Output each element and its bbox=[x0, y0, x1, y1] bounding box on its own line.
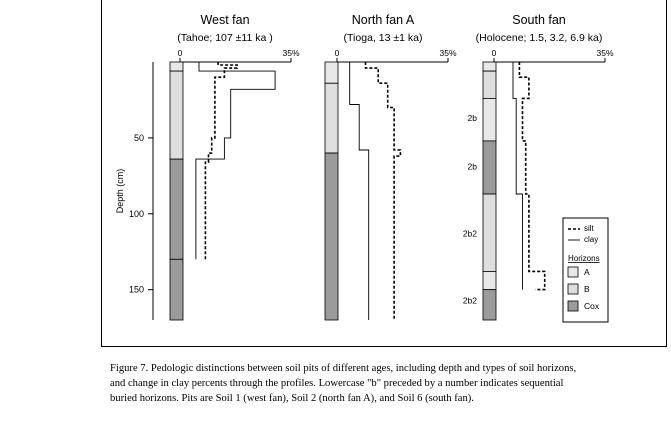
y-axis-label: Depth (cm) bbox=[115, 169, 125, 214]
panel-2-horizon-6 bbox=[482, 289, 497, 321]
legend-horizon-swatch-0 bbox=[567, 266, 579, 278]
legend-clay-label: clay bbox=[584, 235, 598, 244]
panel-1-horizon-0 bbox=[324, 61, 339, 84]
panel-2-series-clay bbox=[512, 62, 523, 290]
panel-2-series-silt bbox=[518, 62, 546, 291]
panel-0-x-tick-label-1: 35% bbox=[282, 48, 299, 58]
panel-1-series-clay bbox=[349, 62, 370, 320]
legend-silt-label: silt bbox=[584, 224, 595, 233]
panel-2-horizon-5 bbox=[482, 271, 497, 291]
panel-0-horizon-3 bbox=[169, 258, 184, 321]
panel-2-horizon-label-1: 2b bbox=[468, 162, 478, 172]
legend-horizon-swatch-2 bbox=[567, 300, 579, 312]
legend-horizon-swatch-1 bbox=[567, 283, 579, 295]
panel-0-subtitle: (Tahoe; 107 ±11 ka ) bbox=[177, 32, 272, 44]
panel-2-horizon-3 bbox=[482, 140, 497, 195]
panel-1-series-silt bbox=[364, 62, 402, 320]
y-tick-label-0: 50 bbox=[134, 133, 144, 143]
panel-1-subtitle: (Tioga, 13 ±1 ka) bbox=[344, 32, 423, 44]
panel-2-subtitle: (Holocene; 1.5, 3.2, 6.9 ka) bbox=[476, 32, 603, 44]
panel-0-x-tick-label-0: 0 bbox=[178, 48, 183, 58]
panel-2-x-tick-label-0: 0 bbox=[492, 48, 497, 58]
panel-2-horizon-label-3: 2b2 bbox=[463, 295, 477, 305]
panel-1-x-tick-label-0: 0 bbox=[335, 48, 340, 58]
panel-2-x-tick-label-1: 35% bbox=[596, 48, 613, 58]
panel-2-horizon-1 bbox=[482, 70, 497, 99]
figure-caption: Figure 7. Pedologic distinctions between… bbox=[110, 361, 660, 406]
y-tick-label-2: 150 bbox=[129, 285, 144, 295]
caption-line-1: Figure 7. Pedologic distinctions between… bbox=[110, 363, 577, 374]
panel-2-horizon-label-0: 2b bbox=[468, 113, 478, 123]
panel-1-title: North fan A bbox=[352, 13, 415, 27]
panel-0-horizon-0 bbox=[169, 61, 184, 72]
panel-0-title: West fan bbox=[200, 13, 249, 27]
caption-line-2: and change in clay percents through the … bbox=[110, 378, 564, 389]
panel-2-title: South fan bbox=[512, 13, 566, 27]
panel-1-horizon-2 bbox=[324, 152, 339, 321]
soil-profile-chart: Depth (cm) 50 100 150 West fan (Tahoe; 107 ±1… bbox=[115, 13, 614, 323]
caption-line-3: buried horizons. Pits are Soil 1 (west f… bbox=[110, 393, 474, 404]
panel-2-horizon-0 bbox=[482, 61, 497, 72]
legend-horizon-label-2: Cox bbox=[584, 301, 600, 311]
panel-2-horizon-2 bbox=[482, 98, 497, 142]
y-tick-label-1: 100 bbox=[129, 209, 144, 219]
legend-horizons-title: Horizons bbox=[568, 254, 600, 263]
panel-1-x-tick-label-1: 35% bbox=[439, 48, 456, 58]
panel-2-horizon-label-2: 2b2 bbox=[463, 228, 477, 238]
legend-horizon-label-1: B bbox=[584, 284, 590, 294]
panel-0-series-clay bbox=[195, 62, 276, 260]
panel-2-horizon-4 bbox=[482, 193, 497, 272]
figure-frame bbox=[101, 0, 667, 347]
panel-0-series-silt bbox=[204, 62, 238, 260]
panel-0-horizon-2 bbox=[169, 158, 184, 260]
panel-0-horizon-1 bbox=[169, 70, 184, 160]
panel-1-horizon-1 bbox=[324, 82, 339, 154]
legend-horizon-label-0: A bbox=[584, 267, 590, 277]
